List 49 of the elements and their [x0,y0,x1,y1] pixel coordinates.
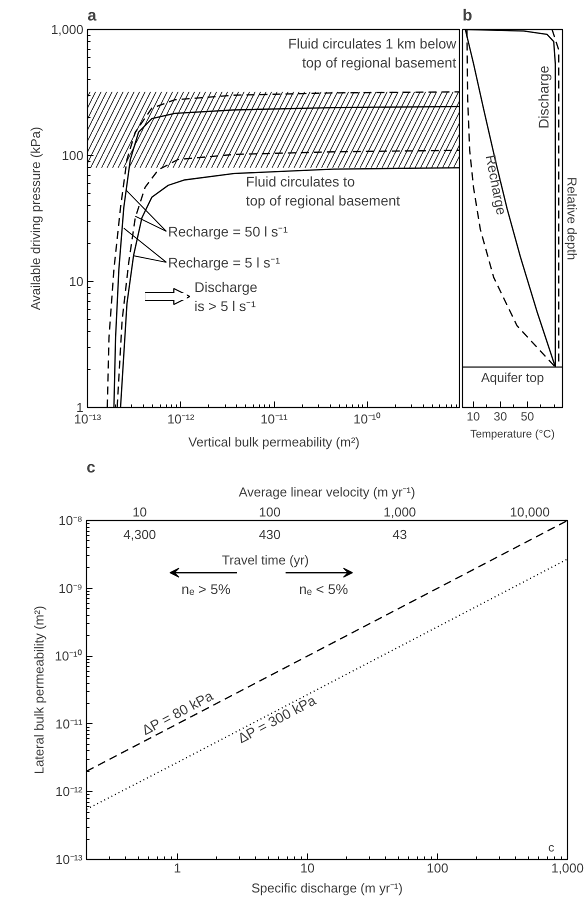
x-tick-label: 1,000 [551,860,584,876]
x-tick-label: 30 [494,410,508,424]
x-tick-label: 1 [174,860,182,876]
y-tick-label: 10⁻¹⁰ [54,648,83,664]
x-axis-title: Temperature (°C) [470,428,555,440]
annotation: 4,300 [123,527,156,542]
chart-title: a [88,8,96,24]
y-tick-label: 10 [69,274,84,289]
ref-line-label: Aquifer top [481,370,544,386]
chart-title: b [462,8,472,24]
y-tick-label: 100 [62,148,84,163]
text: 100 [258,504,281,520]
x-axis-title: Specific discharge (m yr⁻¹) [251,880,403,896]
annotation: nₑ < 5% [298,581,348,598]
y-tick-label: 10⁻¹¹ [55,716,84,732]
y-axis-title: Lateral bulk permeability (m²) [32,606,47,774]
annotation: Recharge [482,154,510,216]
x-axis-title: Vertical bulk permeability (m²) [188,434,360,450]
annotation: nₑ > 5% [181,581,231,598]
y-tick-label: 1,000 [50,22,84,37]
annotation: Travel time (yr) [222,552,309,568]
annotation: Discharge [536,65,552,129]
text: 1,000 [384,504,416,520]
y-axis-title: Relative depth [564,176,580,260]
x-tick-label: 50 [520,410,534,424]
annotation: 43 [392,527,408,542]
text: ΔP = 300 kPa [235,692,319,746]
text: 10,000 [510,504,550,520]
x-tick-label: 100 [426,860,448,876]
x-tick-label: 10⁻¹¹ [260,412,288,426]
x-tick-label: 10⁻¹⁰ [353,412,382,426]
annotation: Recharge = 50 l s⁻¹ [168,223,288,240]
annotation: 430 [258,527,281,542]
annotation: Recharge = 5 l s⁻¹ [168,254,280,270]
x-tick-label: 10 [300,860,315,876]
y-tick-label: 10⁻⁹ [58,580,83,596]
x-tick-label: 10 [466,410,480,424]
chart-title: c [86,460,96,476]
text: 10 [132,504,147,520]
x-tick-label: 10⁻¹² [167,412,195,426]
text: ΔP = 80 kPa [139,687,216,738]
y-tick-label: 10⁻¹² [55,784,84,800]
y-tick-label: 10⁻⁸ [58,513,83,528]
annotation: Discharge is > 5 l s⁻¹ [194,278,258,314]
y-axis-title: Available driving pressure (kPa) [28,126,43,310]
annotation: c [548,840,554,855]
annotation: Fluid circulates to top of regional basement [246,173,400,209]
annotation: Fluid circulates 1 km below top of regional basement [288,35,458,70]
x2-axis-title: Average linear velocity (m yr⁻¹) [238,484,416,500]
